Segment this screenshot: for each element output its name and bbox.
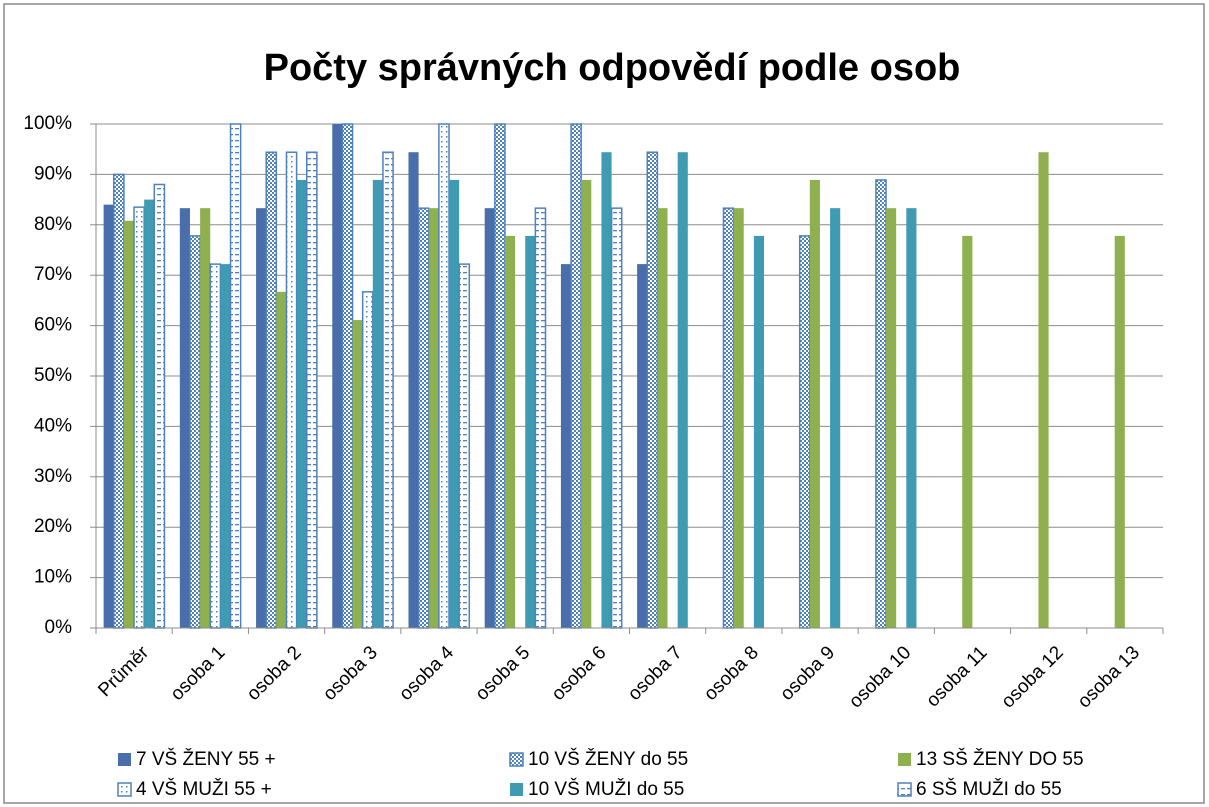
bar	[408, 152, 419, 628]
bar	[113, 173, 125, 629]
bar	[220, 264, 231, 628]
legend-label: 4 VŠ MUŽI 55 +	[136, 778, 272, 800]
bar	[144, 199, 155, 628]
y-tick-label: 50%	[34, 365, 72, 386]
bar	[285, 151, 298, 629]
bar	[209, 263, 222, 629]
bar	[875, 179, 887, 629]
y-tick-label: 70%	[34, 264, 72, 285]
y-tick-label: 100%	[23, 113, 72, 134]
legend-swatch	[118, 753, 131, 766]
y-tick-label: 60%	[34, 315, 72, 336]
bar	[830, 208, 841, 628]
bar	[657, 208, 668, 628]
bar	[809, 179, 820, 628]
bar	[372, 179, 383, 628]
bar	[677, 152, 688, 628]
legend-label: 6 SŠ MUŽI do 55	[916, 778, 1062, 800]
bar	[133, 206, 145, 629]
bar	[525, 235, 536, 628]
legend-label: 13 SŠ ŽENY DO 55	[916, 748, 1084, 770]
bar	[256, 208, 267, 628]
bar	[123, 220, 135, 628]
bar	[733, 208, 744, 628]
bar	[646, 151, 659, 629]
legend-label: 10 VŠ MUŽI do 55	[528, 778, 684, 800]
legend-swatch	[898, 753, 911, 766]
y-tick-label: 0%	[45, 617, 73, 638]
bar	[428, 208, 439, 628]
bar	[1114, 235, 1125, 628]
bar	[610, 207, 623, 629]
bar	[153, 183, 166, 629]
bar	[341, 123, 354, 629]
bar	[200, 208, 211, 628]
legend-swatch	[897, 782, 912, 797]
bar	[103, 204, 114, 628]
bar	[484, 208, 495, 628]
bar	[753, 235, 765, 628]
legend-label: 7 VŠ ŽENY 55 +	[136, 748, 276, 770]
bar	[570, 123, 582, 629]
bar	[494, 123, 506, 629]
legend-label: 10 VŠ ŽENY do 55	[528, 748, 688, 770]
legend-swatch	[117, 782, 132, 797]
bar	[276, 291, 287, 628]
bar	[458, 263, 471, 629]
bar	[352, 320, 363, 628]
y-tick-label: 10%	[34, 567, 72, 588]
bar	[417, 207, 430, 629]
y-tick-label: 30%	[34, 466, 72, 487]
y-tick-label: 40%	[34, 415, 72, 436]
bar	[722, 207, 735, 629]
bar	[265, 151, 278, 629]
bar	[305, 151, 318, 629]
bar	[798, 235, 811, 629]
legend-swatch	[509, 752, 524, 767]
y-tick-label: 90%	[34, 163, 72, 184]
bar	[229, 123, 242, 629]
bar	[560, 264, 572, 628]
y-tick-label: 20%	[34, 516, 72, 537]
bar	[332, 124, 343, 628]
bar	[534, 207, 547, 629]
chart-title: Počty správných odpovědí podle osob	[264, 47, 961, 89]
bar	[601, 152, 612, 628]
bar	[1038, 152, 1049, 628]
bar	[962, 235, 973, 628]
bar	[438, 123, 450, 629]
bar	[449, 179, 460, 628]
bar	[906, 208, 917, 628]
bar	[189, 235, 201, 629]
bar	[581, 179, 592, 628]
bar	[179, 208, 190, 628]
bar	[886, 208, 897, 628]
bar	[504, 235, 516, 628]
bar	[361, 291, 374, 629]
bar	[296, 179, 307, 628]
legend-swatch	[510, 783, 523, 796]
y-tick-label: 80%	[34, 214, 72, 235]
bar	[637, 264, 648, 628]
bar	[382, 151, 394, 629]
